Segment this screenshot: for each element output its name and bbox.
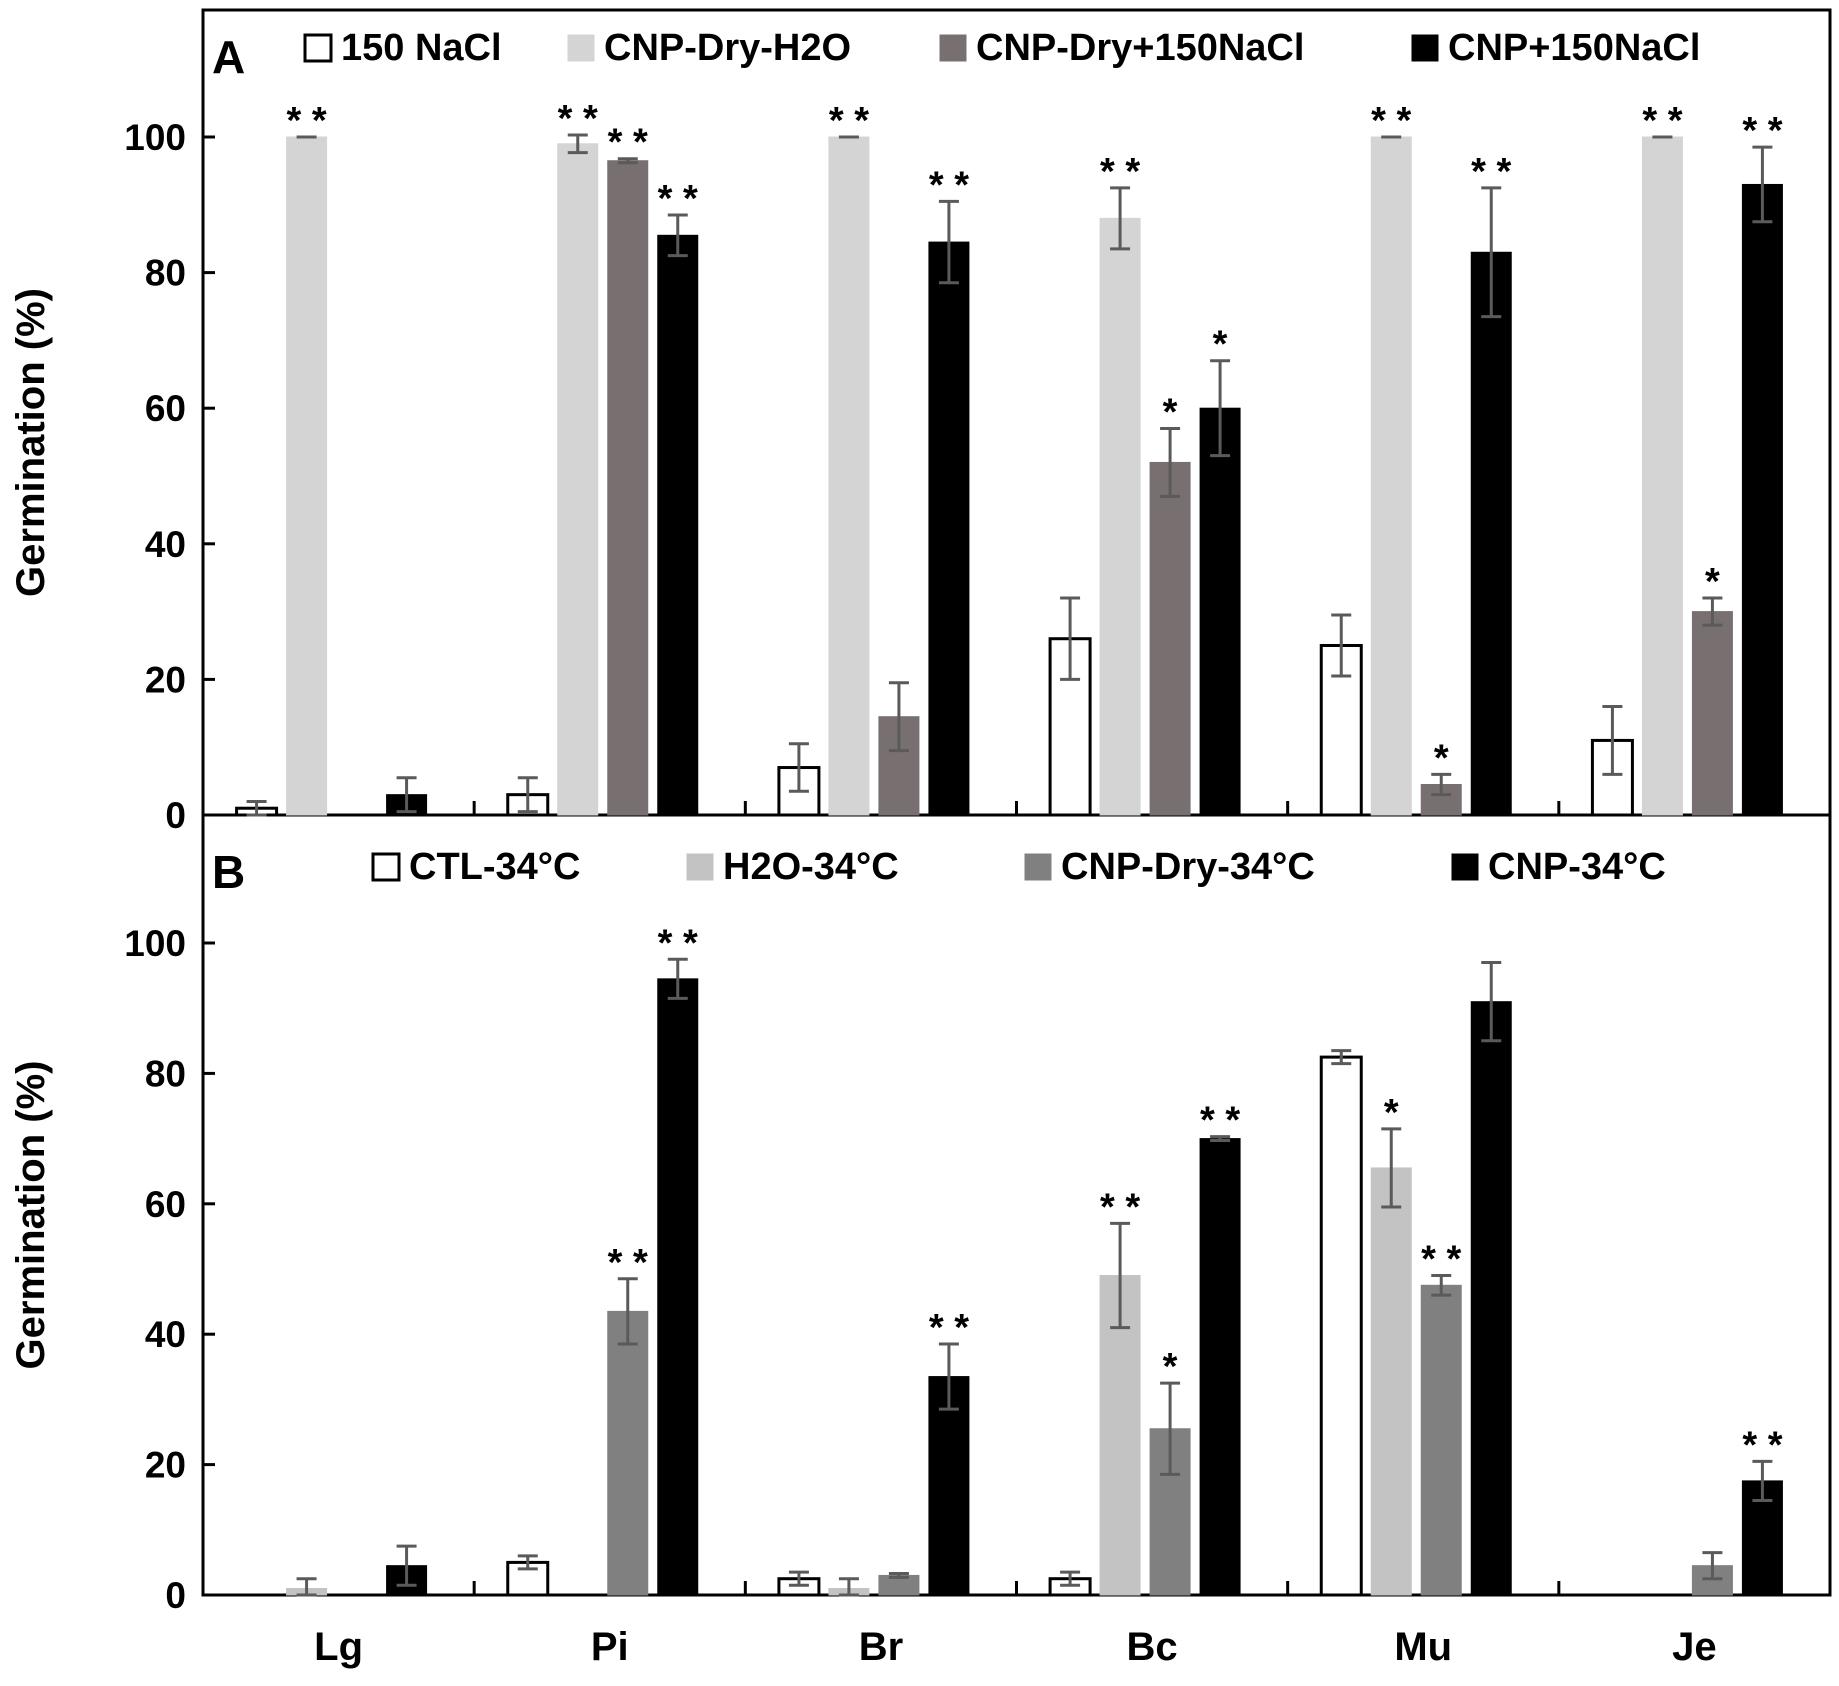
bar-mu-series-3 bbox=[1420, 1284, 1462, 1596]
legend-swatch bbox=[1451, 853, 1479, 881]
bar-bc-series-4 bbox=[1199, 1138, 1241, 1596]
significance-mark: * * bbox=[658, 922, 698, 964]
y-axis-label: Germination (%) bbox=[9, 1061, 53, 1370]
bar-mu-series-2 bbox=[1370, 1167, 1412, 1596]
legend-swatch bbox=[303, 33, 333, 63]
legend-swatch bbox=[939, 34, 967, 62]
significance-mark: * * bbox=[1742, 110, 1782, 152]
x-category-label: Pi bbox=[591, 1625, 629, 1669]
x-category-label: Br bbox=[859, 1625, 903, 1669]
legend-label: H2O-34°C bbox=[723, 846, 899, 888]
legend-label: CNP-Dry-34°C bbox=[1061, 846, 1315, 888]
significance-mark: * bbox=[1213, 324, 1228, 366]
legend-swatch bbox=[567, 34, 595, 62]
y-tick-label: 20 bbox=[145, 1445, 186, 1486]
y-tick-label: 100 bbox=[124, 923, 186, 964]
significance-mark: * bbox=[1163, 392, 1178, 434]
significance-mark: * * bbox=[287, 100, 327, 142]
y-tick-label: 0 bbox=[165, 1575, 186, 1616]
panel-letter: A bbox=[212, 31, 245, 83]
bar-mu-series-2 bbox=[1370, 136, 1412, 816]
bar-br-series-4 bbox=[928, 1376, 970, 1596]
x-category-label: Bc bbox=[1127, 1625, 1178, 1669]
bar-br-series-2 bbox=[828, 136, 870, 816]
significance-mark: * * bbox=[1100, 151, 1140, 193]
significance-mark: * * bbox=[1100, 1186, 1140, 1228]
legend-label: CNP-Dry+150NaCl bbox=[976, 27, 1304, 69]
significance-mark: * bbox=[1384, 1092, 1399, 1134]
legend-label: CNP-34°C bbox=[1488, 846, 1666, 888]
y-tick-label: 60 bbox=[145, 388, 186, 429]
bar-bc-series-2 bbox=[1099, 217, 1141, 816]
bar-pi-series-4 bbox=[657, 234, 699, 816]
significance-mark: * * bbox=[1421, 1239, 1461, 1281]
y-tick-label: 0 bbox=[165, 795, 186, 836]
x-category-label: Je bbox=[1672, 1625, 1717, 1669]
significance-mark: * * bbox=[558, 98, 598, 140]
bar-bc-series-3 bbox=[1149, 461, 1191, 816]
significance-mark: * * bbox=[829, 100, 869, 142]
bar-lg-series-2 bbox=[286, 136, 328, 816]
bar-je-series-4 bbox=[1741, 183, 1783, 816]
legend-label: CTL-34°C bbox=[409, 846, 580, 888]
significance-mark: * * bbox=[608, 122, 648, 164]
y-tick-label: 80 bbox=[145, 1053, 186, 1094]
significance-mark: * * bbox=[929, 164, 969, 206]
legend-swatch bbox=[371, 852, 401, 882]
legend-swatch bbox=[1024, 853, 1052, 881]
significance-mark: * * bbox=[608, 1242, 648, 1284]
bar-bc-series-4 bbox=[1199, 407, 1241, 816]
bar-mu-series-4 bbox=[1470, 251, 1512, 816]
bar-je-series-2 bbox=[1641, 136, 1683, 816]
significance-mark: * * bbox=[658, 178, 698, 220]
significance-mark: * bbox=[1705, 561, 1720, 603]
significance-mark: * * bbox=[1471, 151, 1511, 193]
panel-b: 0 20 40 60 80 100 Germination (%) B * * * * * * * * *… bbox=[9, 846, 1783, 1616]
panel-letter: B bbox=[212, 846, 245, 898]
bar-je-series-3 bbox=[1691, 611, 1733, 816]
bar-mu-series-4 bbox=[1470, 1001, 1512, 1596]
y-tick-label: 20 bbox=[145, 659, 186, 700]
significance-mark: * * bbox=[929, 1307, 969, 1349]
bar-pi-series-2 bbox=[557, 143, 599, 816]
bar-mu-series-1 bbox=[1319, 1055, 1363, 1597]
legend-label: CNP+150NaCl bbox=[1448, 27, 1700, 69]
bar-pi-series-3 bbox=[607, 1310, 649, 1596]
significance-mark: * * bbox=[1200, 1100, 1240, 1142]
significance-mark: * * bbox=[1742, 1424, 1782, 1466]
legend-label: CNP-Dry-H2O bbox=[604, 27, 851, 69]
legend-label: 150 NaCl bbox=[341, 27, 502, 69]
x-category-label: Lg bbox=[314, 1625, 363, 1669]
y-tick-label: 80 bbox=[145, 253, 186, 294]
y-axis-label: Germination (%) bbox=[9, 288, 53, 597]
significance-mark: * bbox=[1434, 737, 1449, 779]
legend-swatch bbox=[1411, 34, 1439, 62]
y-tick-label: 40 bbox=[145, 524, 186, 565]
bar-pi-series-3 bbox=[607, 160, 649, 816]
y-tick-label: 40 bbox=[145, 1314, 186, 1355]
bar-br-series-4 bbox=[928, 241, 970, 816]
y-tick-label: 60 bbox=[145, 1184, 186, 1225]
x-category-label: Mu bbox=[1394, 1625, 1452, 1669]
significance-mark: * bbox=[1163, 1346, 1178, 1388]
significance-mark: * * bbox=[1371, 100, 1411, 142]
legend-swatch bbox=[686, 853, 714, 881]
bar-pi-series-4 bbox=[657, 978, 699, 1596]
y-tick-label: 100 bbox=[124, 117, 186, 158]
significance-mark: * * bbox=[1642, 100, 1682, 142]
